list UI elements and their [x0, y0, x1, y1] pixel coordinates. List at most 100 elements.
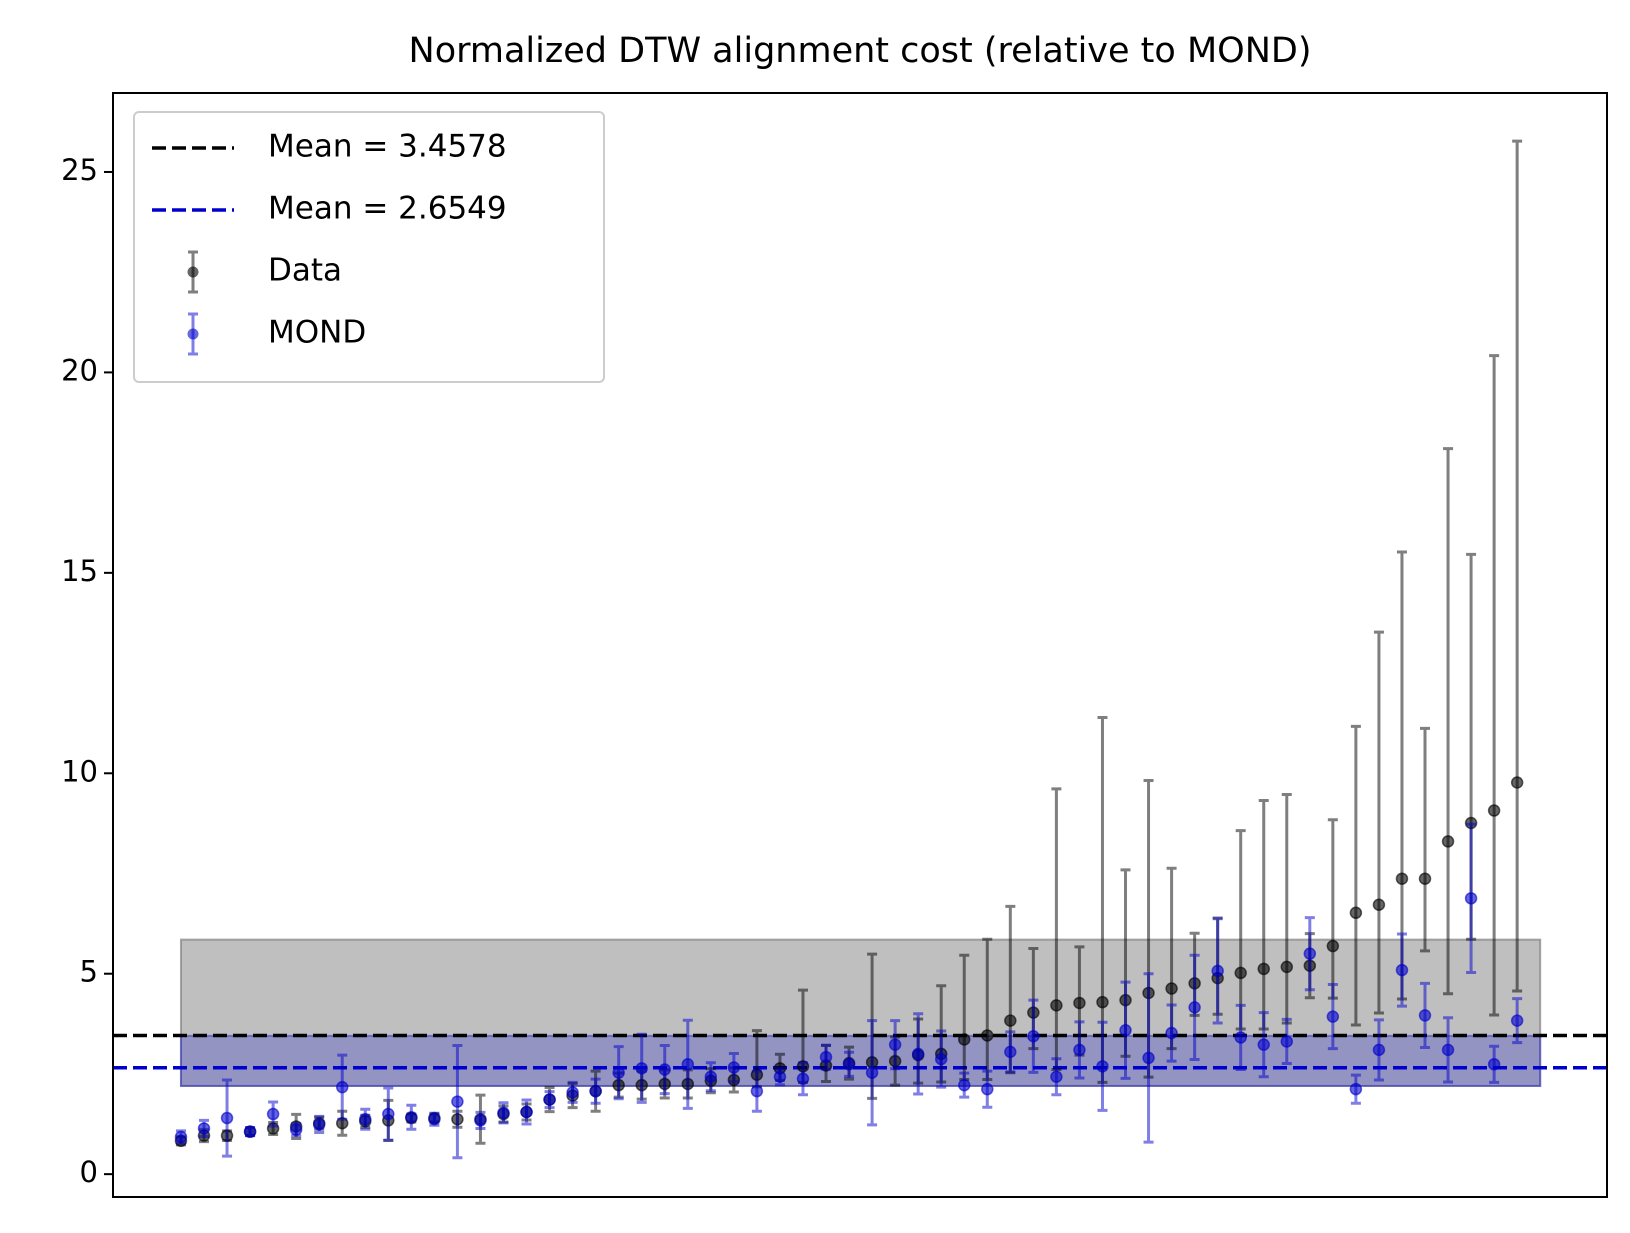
legend-label: Mean = 3.4578 — [268, 129, 507, 165]
point — [312, 1118, 326, 1131]
point — [911, 1047, 925, 1061]
point — [1096, 1060, 1109, 1073]
axes-frame — [112, 92, 1608, 1198]
point — [566, 1086, 579, 1099]
legend-box — [133, 111, 605, 383]
point — [1234, 1031, 1247, 1044]
plot-area — [113, 139, 1607, 1160]
error-bar — [1350, 724, 1361, 1027]
point — [1257, 962, 1270, 976]
point — [1234, 966, 1247, 980]
point — [1349, 906, 1363, 920]
point — [520, 1105, 533, 1119]
point — [497, 1106, 510, 1120]
point — [773, 1070, 787, 1083]
y-tick-label: 10 — [61, 754, 98, 788]
point — [750, 1084, 764, 1098]
point — [174, 1130, 188, 1144]
point — [1004, 1045, 1017, 1059]
point — [1165, 982, 1178, 995]
point — [635, 1062, 648, 1075]
point — [243, 1125, 257, 1138]
point — [428, 1112, 441, 1126]
point — [658, 1063, 672, 1076]
legend-label: Data — [268, 253, 342, 289]
point — [888, 1038, 902, 1051]
error-bar — [1373, 630, 1384, 1015]
point — [612, 1066, 625, 1079]
point — [1050, 999, 1063, 1012]
point — [1027, 1030, 1040, 1043]
error-bar — [1443, 447, 1454, 996]
point — [474, 1114, 487, 1127]
y-tick-label: 0 — [80, 1155, 98, 1189]
point — [1004, 1014, 1017, 1027]
point — [1395, 963, 1409, 977]
point — [981, 1029, 994, 1042]
point — [1280, 960, 1294, 974]
error-bar — [1396, 550, 1407, 1001]
point — [1188, 1001, 1201, 1014]
error-bar — [1512, 139, 1523, 993]
legend: Mean = 3.4578 Mean = 2.6549 Data MOND — [133, 111, 605, 383]
point — [957, 1033, 971, 1046]
point — [819, 1050, 833, 1064]
point — [1372, 898, 1386, 912]
point — [704, 1070, 718, 1083]
point — [727, 1061, 741, 1074]
point — [1050, 1070, 1063, 1083]
point — [1418, 872, 1432, 885]
point — [1073, 1043, 1086, 1057]
y-tick-label: 20 — [61, 353, 98, 387]
point — [220, 1111, 234, 1125]
point — [335, 1080, 349, 1094]
point — [1119, 1023, 1132, 1037]
point — [405, 1110, 418, 1124]
point — [934, 1052, 948, 1066]
point — [1395, 872, 1409, 885]
point — [1349, 1082, 1363, 1096]
point — [1142, 1051, 1155, 1065]
error-bar — [1489, 354, 1500, 1017]
legend-marker — [187, 328, 199, 340]
point — [1303, 947, 1317, 960]
point — [1418, 1009, 1432, 1022]
point — [197, 1122, 211, 1135]
point — [981, 1082, 994, 1096]
point — [451, 1095, 464, 1108]
point — [1073, 996, 1086, 1010]
point — [266, 1107, 280, 1121]
point — [1487, 804, 1501, 817]
point — [1165, 1026, 1178, 1040]
point — [1326, 939, 1340, 953]
point — [1487, 1058, 1501, 1071]
point — [842, 1058, 856, 1071]
point — [1211, 964, 1224, 978]
point — [681, 1058, 695, 1071]
point — [957, 1078, 971, 1092]
legend-marker — [187, 266, 199, 278]
point — [1441, 835, 1455, 848]
legend-label: Mean = 2.6549 — [268, 191, 507, 227]
point — [1096, 995, 1109, 1009]
point — [1326, 1010, 1340, 1023]
point — [796, 1072, 810, 1085]
y-tick-label: 5 — [80, 955, 98, 989]
series — [174, 822, 1524, 1160]
y-tick-label: 15 — [61, 554, 98, 588]
point — [1280, 1035, 1294, 1048]
point — [382, 1107, 395, 1121]
point — [865, 1066, 879, 1079]
point — [1257, 1038, 1270, 1051]
band — [179, 1034, 1542, 1087]
point — [359, 1112, 372, 1126]
point — [1510, 1014, 1524, 1027]
point — [589, 1084, 602, 1098]
chart-title: Normalized DTW alignment cost (relative … — [409, 31, 1312, 71]
point — [1441, 1043, 1455, 1057]
point — [543, 1093, 556, 1106]
y-tick-label: 25 — [61, 153, 98, 187]
error-bar — [1420, 726, 1430, 953]
point — [289, 1123, 303, 1136]
